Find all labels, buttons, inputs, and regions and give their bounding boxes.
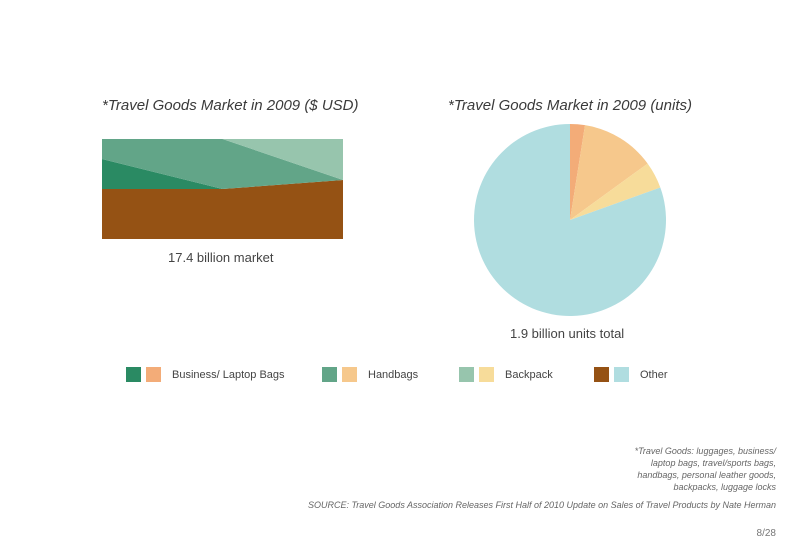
footnote-line: *Travel Goods: luggages, business/	[634, 446, 776, 456]
area-series-handbags	[102, 139, 343, 189]
footnote: *Travel Goods: luggages, business/ lapto…	[606, 445, 776, 493]
legend-swatch-usd	[126, 367, 141, 382]
legend-swatch-units	[146, 367, 161, 382]
pie-slice-handbags	[570, 125, 648, 220]
legend-swatch-units	[614, 367, 629, 382]
legend-item-backpack: Backpack	[459, 367, 553, 382]
legend-item-business: Business/ Laptop Bags	[126, 367, 285, 382]
legend-swatch-usd	[594, 367, 609, 382]
area-series-other	[102, 180, 343, 239]
legend-swatch-usd	[459, 367, 474, 382]
area-series-backpack	[102, 139, 343, 180]
pie-slice-backpack	[570, 163, 661, 220]
units-pie-chart	[474, 124, 666, 316]
legend-label: Backpack	[505, 368, 553, 381]
pie-slice-business-laptop-bags	[570, 124, 586, 220]
usd-chart-title: *Travel Goods Market in 2009 ($ USD)	[102, 97, 359, 114]
usd-area-chart	[102, 139, 343, 239]
page-number: 8/28	[756, 528, 776, 539]
footnote-line: backpacks, luggage locks	[673, 482, 776, 492]
legend-label: Business/ Laptop Bags	[172, 368, 285, 381]
pie-slice-other	[474, 124, 666, 316]
legend-label: Handbags	[368, 368, 419, 381]
legend-swatch-usd	[322, 367, 337, 382]
legend-swatch-units	[342, 367, 357, 382]
footnote-line: laptop bags, travel/sports bags,	[650, 458, 776, 468]
area-series-business-laptop-bags	[102, 159, 343, 189]
units-chart-caption: 1.9 billion units total	[510, 326, 625, 341]
legend-item-other: Other	[594, 367, 668, 382]
legend-label: Other	[640, 368, 668, 381]
legend-swatch-units	[479, 367, 494, 382]
source-note: SOURCE: Travel Goods Association Release…	[307, 500, 776, 510]
usd-chart-caption: 17.4 billion market	[168, 250, 274, 265]
footnote-line: handbags, personal leather goods,	[637, 470, 776, 480]
units-chart-title: *Travel Goods Market in 2009 (units)	[448, 97, 692, 114]
legend-item-handbags: Handbags	[322, 367, 418, 382]
